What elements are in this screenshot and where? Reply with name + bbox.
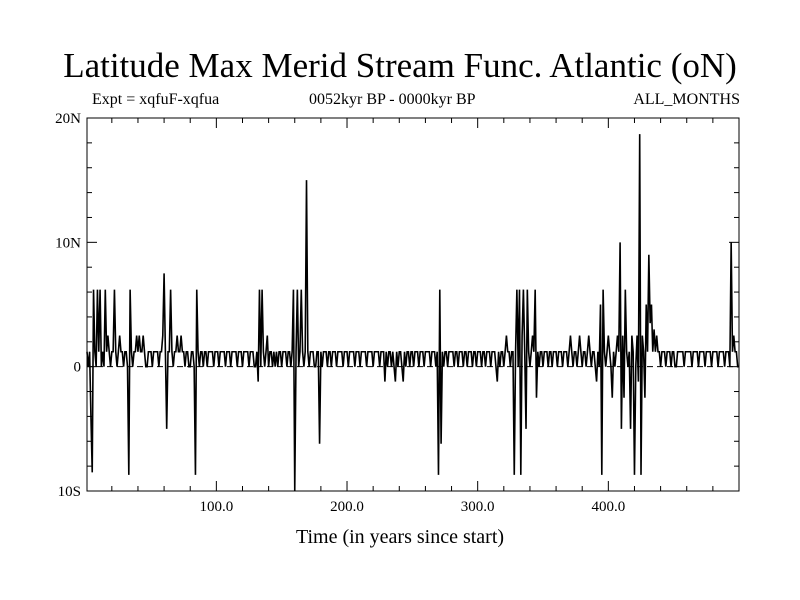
experiment-label: Expt = xqfuF-xqfua	[92, 91, 220, 108]
y-tick-label: 10N	[55, 235, 81, 251]
plot-frame	[86, 117, 740, 492]
time-range-label: 0052kyr BP - 0000kyr BP	[309, 91, 476, 108]
axis-ticks	[87, 118, 739, 491]
series-line	[86, 134, 739, 492]
x-tick-label: 400.0	[591, 499, 625, 515]
y-tick-label: 0	[74, 360, 82, 376]
tick-labels: 100.0 200.0 300.0 400.0 20N 10N 0 10S	[55, 111, 625, 515]
x-tick-label: 200.0	[330, 499, 364, 515]
y-tick-label: 10S	[58, 484, 81, 500]
months-label: ALL_MONTHS	[633, 91, 740, 108]
x-tick-label: 100.0	[199, 499, 233, 515]
x-axis-label: Time (in years since start)	[295, 526, 505, 548]
chart-title: Latitude Max Merid Stream Func. Atlantic…	[63, 46, 737, 85]
y-tick-label: 20N	[55, 111, 81, 127]
x-tick-label: 300.0	[461, 499, 495, 515]
